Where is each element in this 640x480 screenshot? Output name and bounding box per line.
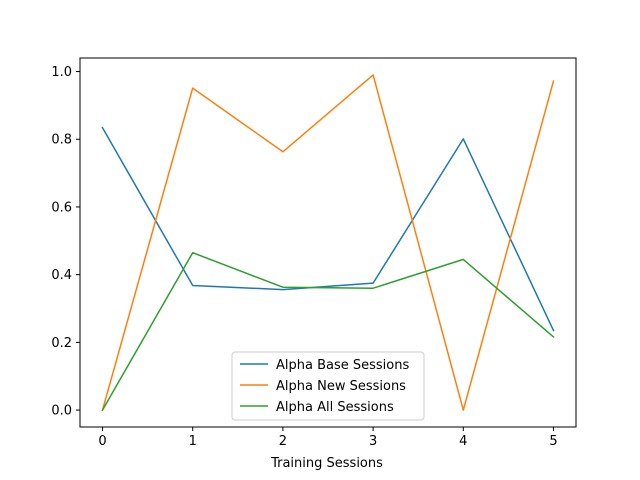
axes: 0 1 2 3 4 5 0.0 0.2 0.4 0.6 0.8 1.0 — [51, 57, 577, 449]
series-line-2 — [101, 251, 555, 412]
series-line-0 — [101, 126, 555, 332]
x-axis-label: Training Sessions — [270, 456, 383, 471]
x-tick-label: 2 — [279, 434, 287, 449]
x-tick-label: 1 — [189, 434, 197, 449]
y-tick-label: 0.6 — [51, 200, 72, 215]
legend: Alpha Base Sessions Alpha New Sessions Alp… — [231, 351, 425, 421]
y-tick-label: 0.2 — [51, 336, 72, 351]
legend-box — [231, 351, 425, 421]
x-tick-label: 5 — [549, 434, 557, 449]
y-tick-label: 0.4 — [51, 268, 72, 283]
legend-label: Alpha New Sessions — [276, 379, 406, 394]
axes-frame — [79, 57, 577, 428]
series-line-1 — [101, 74, 555, 412]
y-tick-label: 0.0 — [51, 404, 72, 419]
series-lines — [101, 74, 555, 412]
y-tick-label: 1.0 — [51, 65, 72, 80]
legend-label: Alpha All Sessions — [276, 400, 394, 415]
x-tick-label: 4 — [459, 434, 467, 449]
x-tick-label: 0 — [98, 434, 106, 449]
x-tick-label: 3 — [369, 434, 377, 449]
legend-label: Alpha Base Sessions — [276, 358, 409, 373]
y-tick-label: 0.8 — [51, 133, 72, 148]
